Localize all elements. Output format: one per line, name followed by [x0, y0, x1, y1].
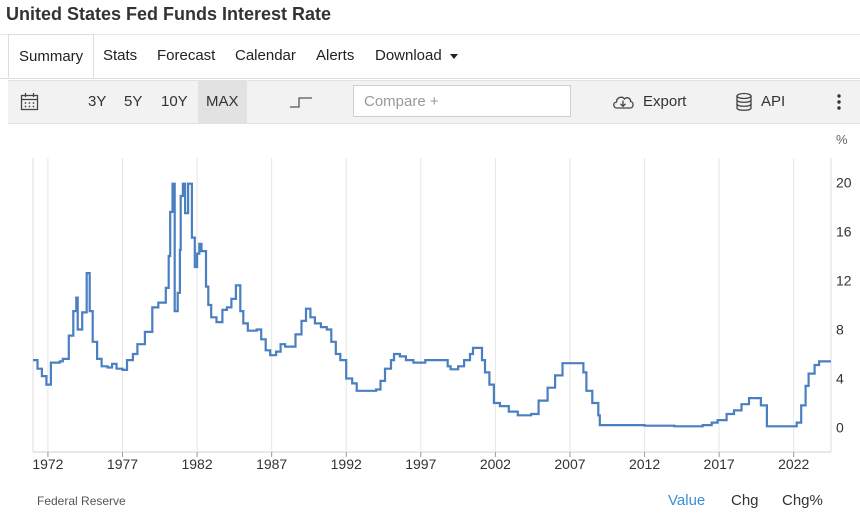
y-tick-label: 8 [836, 322, 844, 338]
x-tick-label: 1997 [405, 456, 436, 472]
export-button[interactable]: Export [611, 81, 686, 123]
range-10y-button[interactable]: 10Y [161, 93, 188, 110]
range-3y-button[interactable]: 3Y [88, 93, 107, 110]
x-tick-label: 1992 [331, 456, 362, 472]
calendar-icon[interactable] [20, 92, 40, 112]
tab-alerts[interactable]: Alerts [316, 47, 355, 64]
export-label: Export [643, 93, 687, 110]
x-tick-label: 2017 [704, 456, 735, 472]
y-tick-label: 16 [836, 224, 852, 240]
y-tick-label: 12 [836, 273, 852, 289]
x-tick-label: 1972 [32, 456, 63, 472]
range-5y-button[interactable]: 5Y [124, 93, 143, 110]
tab-stats[interactable]: Stats [103, 47, 138, 64]
x-tick-label: 2022 [778, 456, 809, 472]
y-unit-label: % [836, 132, 848, 147]
cloud-download-icon [611, 93, 635, 111]
y-tick-label: 20 [836, 175, 852, 191]
more-options-icon[interactable] [836, 93, 842, 111]
x-tick-label: 1987 [256, 456, 287, 472]
chevron-down-icon [449, 53, 458, 59]
step-line-icon[interactable] [289, 92, 313, 112]
tab-download[interactable]: Download [375, 34, 458, 78]
x-tick-label: 1977 [107, 456, 138, 472]
tab-download-label: Download [375, 47, 442, 64]
chart-toolbar: 3Y 5Y 10Y MAX Export API [8, 80, 860, 124]
chg-view-link[interactable]: Chg [731, 492, 759, 509]
api-button[interactable]: API [735, 81, 785, 123]
page-title: United States Fed Funds Interest Rate [6, 4, 332, 24]
compare-input[interactable] [353, 85, 571, 117]
y-tick-label: 4 [836, 371, 844, 387]
fed-funds-rate-series-line [33, 182, 831, 428]
chg-pct-view-link[interactable]: Chg% [782, 492, 823, 509]
range-max-button[interactable]: MAX [198, 81, 247, 123]
tab-calendar[interactable]: Calendar [235, 47, 296, 64]
source-label: Federal Reserve [37, 494, 126, 508]
database-icon [735, 92, 753, 112]
value-view-link[interactable]: Value [668, 492, 706, 509]
x-tick-label: 1982 [181, 456, 212, 472]
x-tick-label: 2002 [480, 456, 511, 472]
api-label: API [761, 93, 786, 110]
tab-bar: Summary Stats Forecast Calendar Alerts D… [0, 34, 860, 79]
tab-forecast[interactable]: Forecast [157, 47, 216, 64]
y-tick-label: 0 [836, 420, 844, 436]
tab-summary[interactable]: Summary [8, 34, 95, 78]
x-tick-label: 2012 [629, 456, 660, 472]
x-tick-label: 2007 [554, 456, 585, 472]
tabbar-divider [0, 34, 860, 35]
